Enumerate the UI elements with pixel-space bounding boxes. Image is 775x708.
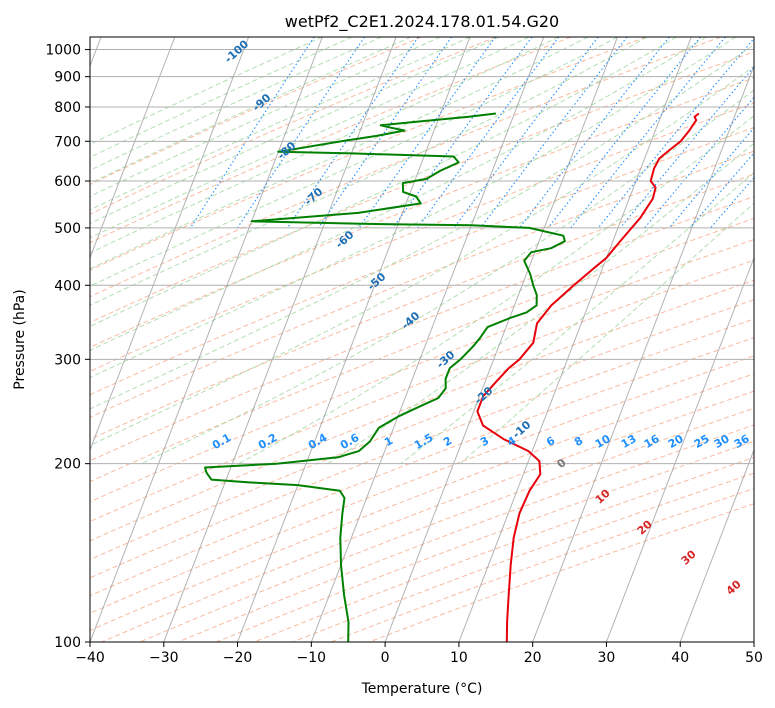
y-tick-label: 200 (54, 457, 81, 473)
isotherm-line (384, 37, 618, 642)
moist-adiabat-line (90, 44, 754, 410)
chart-title: wetPf2_C2E1.2024.178.01.54.G20 (285, 12, 559, 32)
x-tick-label: 50 (745, 650, 763, 666)
moist-adiabat-line (90, 65, 754, 446)
isotherm-line (532, 64, 754, 642)
background-lines (90, 37, 754, 642)
isotherm-line (90, 37, 250, 452)
y-tick-label: 600 (54, 174, 81, 190)
y-tick-label: 800 (54, 100, 81, 116)
dry-adiabat-line (90, 102, 754, 372)
moist-adiabat-line (90, 37, 707, 351)
isotherm-line (90, 37, 323, 642)
moist-adiabat-line (90, 37, 323, 145)
moist-adiabat-line (90, 37, 648, 306)
dry-adiabat-line (90, 37, 572, 244)
dry-adiabat-line (90, 217, 754, 483)
axes: −40 −30 −20 −10 0 10 20 30 40 50 100 200 300 400 500 60… (45, 43, 763, 666)
isotherm-line (237, 37, 471, 642)
mixing-ratio-line (236, 37, 365, 229)
plot-frame (89, 36, 755, 643)
dry-adiabat-line (90, 37, 422, 186)
moist-adiabat-line (141, 89, 754, 465)
mixing-ratio-line (710, 176, 754, 229)
dry-adiabat-line (90, 238, 754, 503)
moist-adiabat-line (90, 37, 530, 239)
mixing-ratio-line (619, 66, 754, 229)
isotherm-line (310, 37, 545, 642)
isotherm-line (679, 448, 754, 642)
y-tick-label: 500 (54, 221, 81, 237)
moist-adiabat-line (90, 37, 500, 225)
x-tick-label: 40 (671, 650, 689, 666)
dry-adiabat-line (90, 126, 754, 396)
moist-adiabat-line (238, 115, 754, 465)
y-tick-label: 900 (54, 70, 81, 86)
y-axis-title: Pressure (hPa) (12, 289, 28, 389)
mixing-ratio-line (453, 37, 599, 229)
x-tick-label: 10 (450, 650, 468, 666)
y-tick-label: 700 (54, 134, 81, 150)
dry-adiabat-line (90, 150, 754, 418)
y-tick-label: 1000 (45, 43, 81, 59)
mixing-ratio-line (190, 37, 315, 229)
moist-adiabat-line (90, 37, 736, 379)
temperature-profile-line (476, 112, 700, 642)
profile-series (204, 112, 700, 642)
x-tick-label: 20 (524, 650, 542, 666)
mixing-ratio-line (417, 37, 560, 229)
mixing-ratio-line (547, 37, 701, 229)
moist-adiabat-line (90, 37, 441, 198)
mixing-ratio-line (358, 37, 496, 229)
dry-adiabat-line (90, 37, 721, 298)
moist-adiabat-line (90, 37, 589, 270)
moist-adiabat-line (90, 37, 382, 171)
x-tick-label: −20 (223, 650, 253, 666)
isotherm-line (90, 37, 176, 260)
moist-adiabat-line (90, 37, 677, 328)
x-tick-label: −10 (297, 650, 327, 666)
y-tick-label: 100 (54, 635, 81, 651)
x-tick-label: −40 (75, 650, 105, 666)
moist-adiabat-line (90, 37, 618, 287)
dry-adiabat-line (90, 51, 754, 324)
mixing-ratio-line (317, 37, 453, 229)
y-tick-label: 400 (54, 278, 81, 294)
moist-adiabat-line (327, 142, 754, 465)
moist-adiabat-line (90, 37, 412, 184)
x-tick-label: 0 (381, 650, 390, 666)
dry-adiabat-line (90, 196, 754, 462)
x-axis-title: Temperature (°C) (361, 681, 483, 697)
x-tick-label: −30 (149, 650, 179, 666)
y-tick-label: 300 (54, 352, 81, 368)
moist-adiabat-line (90, 37, 471, 211)
moist-adiabat-line (459, 202, 754, 465)
isotherm-line (605, 256, 754, 642)
isotherm-line (458, 37, 692, 642)
dewpoint-profile-line (204, 112, 566, 642)
x-tick-label: 30 (598, 650, 616, 666)
mixing-ratio-line (570, 37, 726, 229)
moist-adiabat-line (90, 37, 353, 158)
mixing-ratio-line (287, 37, 419, 229)
